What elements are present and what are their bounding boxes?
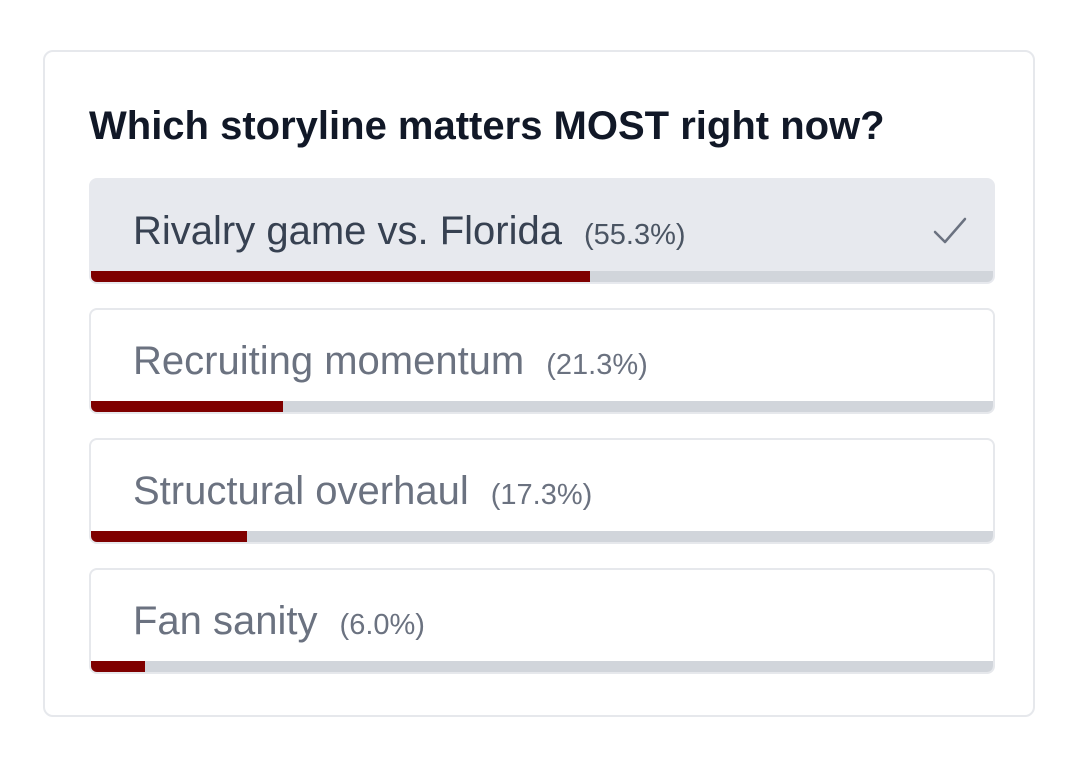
progress-track [91, 401, 993, 412]
poll-option-structural[interactable]: Structural overhaul (17.3%) [89, 438, 995, 544]
option-percent: (21.3%) [546, 349, 648, 381]
progress-fill [91, 661, 146, 672]
poll-card: Which storyline matters MOST right now? … [43, 50, 1035, 717]
option-label: Fan sanity [133, 599, 318, 643]
check-icon [933, 217, 967, 244]
progress-fill [91, 271, 590, 282]
progress-track [91, 271, 993, 282]
progress-track [91, 531, 993, 542]
option-label: Structural overhaul [133, 469, 469, 513]
poll-question: Which storyline matters MOST right now? [89, 104, 885, 148]
poll-option-recruiting[interactable]: Recruiting momentum (21.3%) [89, 308, 995, 414]
option-percent: (55.3%) [584, 219, 686, 251]
progress-track [91, 661, 993, 672]
option-percent: (17.3%) [490, 479, 593, 511]
progress-fill [91, 531, 248, 542]
option-percent: (6.0%) [339, 609, 425, 641]
option-label: Recruiting momentum [133, 339, 525, 383]
poll-option-rivalry[interactable]: Rivalry game vs. Florida (55.3%) [89, 178, 995, 284]
poll-option-fan-sanity[interactable]: Fan sanity (6.0%) [89, 568, 995, 674]
progress-fill [91, 401, 284, 412]
option-label: Rivalry game vs. Florida [133, 209, 563, 253]
